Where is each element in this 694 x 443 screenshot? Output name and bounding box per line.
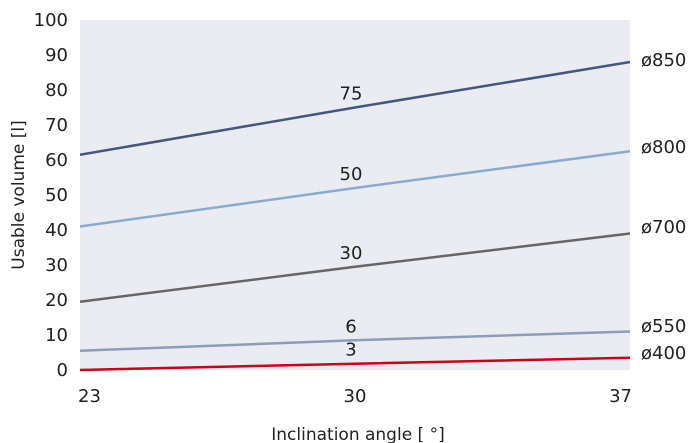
series-value-label: 50 xyxy=(340,164,363,185)
x-axis-ticks: 23 30 37 xyxy=(78,386,632,407)
y-axis-label: Usable volume [l] xyxy=(9,120,29,269)
series-value-label: 30 xyxy=(340,243,363,264)
series-name-label: ø850 xyxy=(641,50,686,71)
y-tick-label: 40 xyxy=(45,220,68,241)
x-tick-label: 23 xyxy=(78,386,101,407)
series-name-label: ø400 xyxy=(641,343,686,364)
series-name-label: ø550 xyxy=(641,316,686,337)
y-tick-label: 20 xyxy=(45,290,68,311)
y-tick-label: 90 xyxy=(45,45,68,66)
series-line xyxy=(79,60,631,156)
series-line xyxy=(79,150,631,228)
series-name-label: ø800 xyxy=(641,137,686,158)
series-value-label: 3 xyxy=(345,340,356,361)
y-tick-label: 0 xyxy=(57,360,68,381)
y-tick-label: 60 xyxy=(45,150,68,171)
y-tick-label: 50 xyxy=(45,185,68,206)
y-tick-label: 100 xyxy=(34,10,68,31)
series-value-label: 75 xyxy=(340,84,363,105)
series-value-label: 6 xyxy=(345,316,356,337)
y-tick-label: 70 xyxy=(45,115,68,136)
y-tick-label: 10 xyxy=(45,325,68,346)
series-name-label: ø700 xyxy=(641,217,686,238)
series-line xyxy=(79,330,631,352)
series-lines: 75 ø850 50 ø800 30 ø700 6 ø550 3 ø400 xyxy=(79,50,686,372)
x-axis-label: Inclination angle [ °] xyxy=(271,425,444,443)
series-line xyxy=(79,356,631,372)
y-axis-ticks: 0 10 20 30 40 50 60 70 80 90 100 xyxy=(34,10,68,381)
x-tick-label: 30 xyxy=(344,386,367,407)
y-tick-label: 80 xyxy=(45,80,68,101)
series-line xyxy=(79,232,631,303)
x-tick-label: 37 xyxy=(609,386,632,407)
y-tick-label: 30 xyxy=(45,255,68,276)
